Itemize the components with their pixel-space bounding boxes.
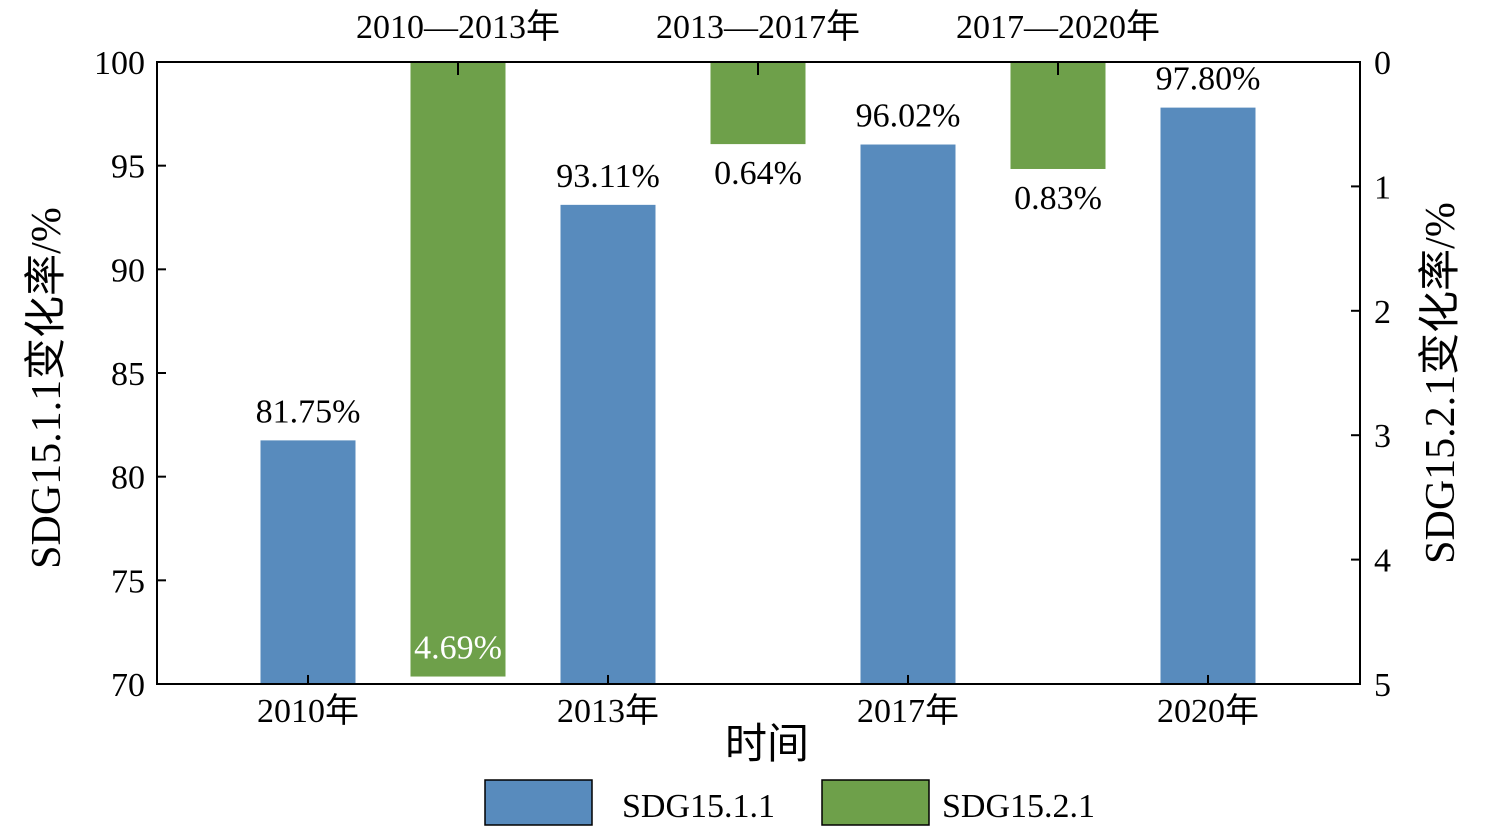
top-tick-label-2013-2017: 2013—2017年 [656,8,860,46]
right-axis-title: SDG15.2.1变化率/% [1417,202,1464,564]
bar-sdg15-2-1-2017-2020 [1010,62,1106,169]
x-axis-title: 时间 [725,722,809,768]
data-label-sdg15-1-1-2013: 93.11% [556,158,660,195]
legend-label-sdg15-2-1: SDG15.2.1 [942,788,1095,825]
bottom-tick-label-2020: 2020年 [1157,692,1259,730]
left-tick-label-95: 95 [111,149,145,186]
top-tick-label-2017-2020: 2017—2020年 [956,8,1160,46]
data-label-sdg15-1-1-2010: 81.75% [256,393,361,430]
data-label-sdg15-1-1-2020: 97.80% [1156,61,1261,98]
bars-layer [260,62,1256,684]
bar-sdg15-1-1-2017 [860,144,956,684]
bar-sdg15-1-1-2013 [560,204,656,684]
right-tick-label-3: 3 [1374,418,1391,455]
bottom-tick-label-2013: 2013年 [557,692,659,730]
top-tick-label-2010-2013: 2010—2013年 [356,8,560,46]
right-tick-label-5: 5 [1374,667,1391,704]
bottom-tick-label-2010: 2010年 [257,692,359,730]
legend: SDG15.1.1 SDG15.2.1 [484,779,1095,826]
right-tick-label-4: 4 [1374,543,1391,580]
legend-label-sdg15-1-1: SDG15.1.1 [622,788,775,825]
ticks-layer [157,61,1360,685]
data-label-sdg15-2-1-2013-2017: 0.64% [714,155,802,192]
bar-sdg15-1-1-2020 [1160,107,1256,684]
data-label-sdg15-2-1-2010-2013: 4.69% [414,630,502,667]
left-axis-title: SDG15.1.1变化率/% [23,207,70,569]
bar-sdg15-1-1-2010 [260,440,356,684]
legend-swatch-sdg15-2-1 [821,779,930,826]
right-tick-label-1: 1 [1374,169,1391,206]
left-tick-label-90: 90 [111,252,145,289]
right-tick-label-2: 2 [1374,294,1391,331]
right-tick-label-0: 0 [1374,45,1391,82]
data-label-sdg15-1-1-2017: 96.02% [856,98,961,135]
left-tick-label-80: 80 [111,460,145,497]
left-tick-label-70: 70 [111,667,145,704]
left-tick-label-100: 100 [94,45,145,82]
legend-swatch-sdg15-1-1 [484,779,593,826]
bottom-tick-label-2017: 2017年 [857,692,959,730]
bar-sdg15-2-1-2010-2013 [410,62,506,677]
left-tick-label-85: 85 [111,356,145,393]
left-tick-label-75: 75 [111,563,145,600]
data-label-sdg15-2-1-2017-2020: 0.83% [1014,180,1102,217]
labels-layer: 70 75 80 85 90 95 100 0 1 2 3 4 5 2010年 2013年 2017年 2020… [94,8,1391,730]
bar-sdg15-2-1-2013-2017 [710,62,806,145]
